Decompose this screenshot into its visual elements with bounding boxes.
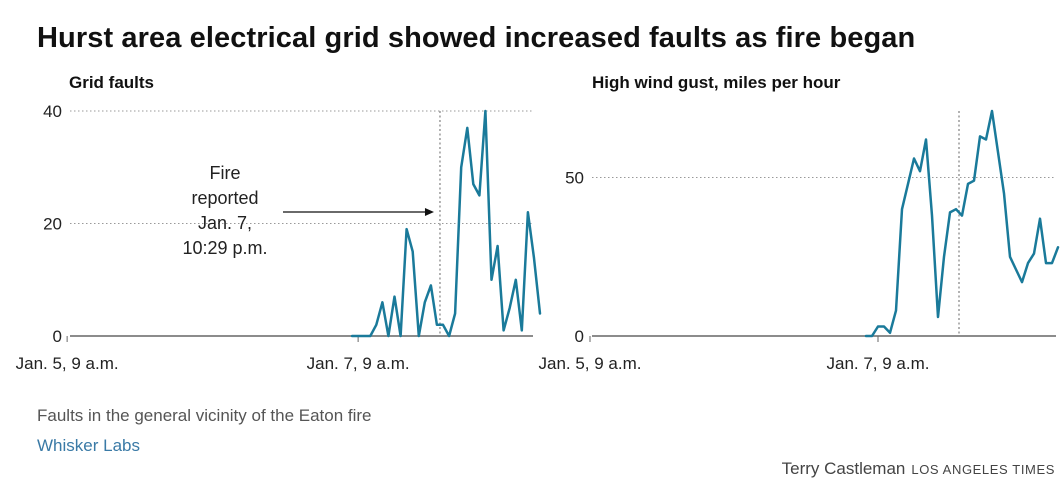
wind-y-tick-label: 0 <box>575 327 584 346</box>
chart-note: Faults in the general vicinity of the Ea… <box>37 406 372 425</box>
faults-y-tick-label: 0 <box>53 327 62 346</box>
wind-series-line <box>864 109 1060 338</box>
fire-annotation-label: Fire <box>210 163 241 183</box>
fire-annotation-arrowhead <box>424 208 434 216</box>
wind-x-tick-label: Jan. 5, 9 a.m. <box>539 354 642 373</box>
credit-name: Terry Castleman <box>781 459 906 478</box>
faults-y-tick-label: 20 <box>43 215 62 234</box>
credit-org: LOS ANGELES TIMES <box>911 462 1055 477</box>
grid-faults-chart-title: Grid faults <box>69 73 155 92</box>
faults-series-line <box>350 109 542 338</box>
faults-x-tick-label: Jan. 7, 9 a.m. <box>307 354 410 373</box>
wind-y-tick-label: 50 <box>565 169 584 188</box>
fire-annotation-label: reported <box>191 188 258 208</box>
wind-gust-chart-title: High wind gust, miles per hour <box>592 73 841 92</box>
faults-y-tick-label: 40 <box>43 102 62 121</box>
source-link[interactable]: Whisker Labs <box>37 436 140 455</box>
credit-line: Terry Castleman LOS ANGELES TIMES <box>782 459 1055 479</box>
fire-annotation-label: Jan. 7, <box>198 213 252 233</box>
faults-x-tick-label: Jan. 5, 9 a.m. <box>16 354 119 373</box>
wind-x-tick-label: Jan. 7, 9 a.m. <box>827 354 930 373</box>
fire-annotation-label: 10:29 p.m. <box>182 238 267 258</box>
chart-title: Hurst area electrical grid showed increa… <box>37 22 916 54</box>
